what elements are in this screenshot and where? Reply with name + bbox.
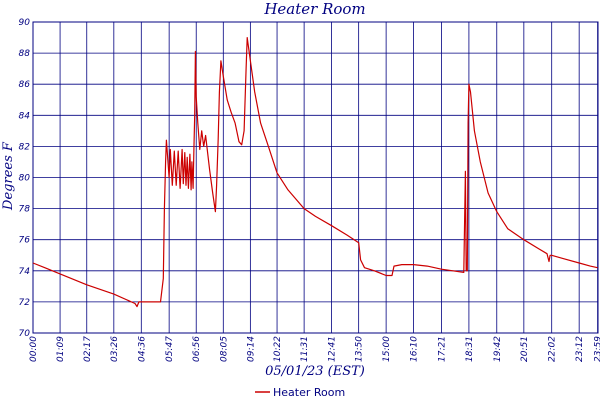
y-tick-label: 82: [19, 142, 31, 152]
x-tick-label: 09:14: [246, 336, 256, 362]
y-tick-label: 70: [19, 329, 31, 339]
x-tick-label: 20:51: [520, 336, 530, 362]
x-tick-label: 05:47: [165, 336, 175, 362]
y-tick-labels: 70 72 74 76 78 80 82 84 86 88 90: [19, 18, 31, 339]
y-axis-label: Degrees F: [1, 141, 16, 211]
x-tick-label: 23:59: [594, 336, 600, 362]
x-tick-label: 01:09: [56, 336, 66, 362]
y-tick-label: 74: [19, 267, 31, 277]
series-line-heater-room: [32, 37, 598, 308]
legend: Heater Room: [255, 386, 345, 399]
y-tick-label: 78: [19, 205, 31, 215]
x-tick-label: 23:12: [575, 336, 585, 362]
x-tick-label: 11:31: [300, 336, 310, 362]
y-tick-label: 86: [19, 80, 31, 90]
x-tick-label: 18:31: [465, 336, 475, 362]
x-axis-label: 05/01/23 (EST): [265, 364, 365, 379]
x-tick-labels: 00:00 01:09 02:17 03:26 04:36 05:47 06:56 08:05…: [29, 336, 600, 362]
grid-lines: [32, 21, 599, 334]
x-tick-label: 16:10: [410, 336, 420, 362]
y-tick-label: 88: [19, 49, 31, 59]
x-tick-label: 00:00: [29, 336, 39, 362]
y-tick-label: 80: [19, 174, 31, 184]
x-tick-label: 10:22: [273, 336, 283, 362]
x-tick-label: 04:36: [137, 336, 147, 362]
x-tick-label: 12:41: [328, 336, 338, 362]
x-tick-label: 06:56: [192, 336, 202, 362]
y-tick-label: 72: [19, 298, 31, 308]
x-tick-label: 02:17: [83, 336, 93, 362]
x-tick-label: 08:05: [219, 336, 229, 362]
chart-title: Heater Room: [263, 0, 365, 18]
y-tick-label: 84: [19, 111, 31, 121]
x-tick-label: 17:21: [437, 336, 447, 362]
x-tick-label: 15:00: [382, 336, 392, 362]
series-lines: [32, 37, 598, 308]
y-tick-label: 76: [19, 236, 31, 246]
x-tick-label: 19:42: [493, 336, 503, 362]
x-tick-label: 13:50: [355, 336, 365, 362]
x-tick-label: 22:02: [548, 336, 558, 362]
legend-label: Heater Room: [273, 386, 345, 399]
x-tick-label: 03:26: [110, 336, 120, 362]
y-tick-label: 90: [19, 18, 31, 28]
